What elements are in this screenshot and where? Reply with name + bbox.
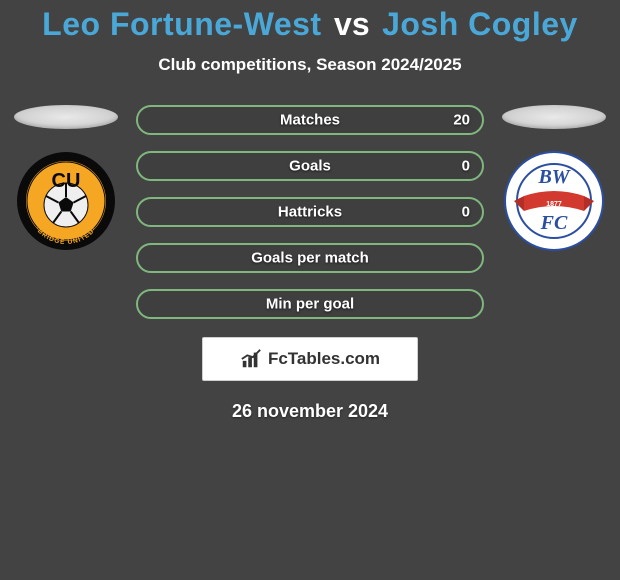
player2-avatar-placeholder	[502, 105, 606, 129]
brand-text: FcTables.com	[268, 349, 380, 369]
stat-bar: Min per goal	[136, 289, 484, 319]
cambridge-united-crest-icon: CU ·BRIDGE UNITED·	[16, 151, 116, 251]
subtitle: Club competitions, Season 2024/2025	[0, 55, 620, 75]
stat-label: Goals per match	[251, 250, 369, 267]
player2-club-crest: BW FC 1877	[504, 151, 604, 251]
player1-club-crest: CU ·BRIDGE UNITED·	[16, 151, 116, 251]
svg-text:CU: CU	[52, 170, 81, 192]
svg-text:BW: BW	[537, 166, 570, 188]
stat-bar: Goals per match	[136, 243, 484, 273]
stat-bars: Matches 20 Goals 0 Hattricks 0 Goals per match…	[136, 105, 484, 319]
bolton-wanderers-crest-icon: BW FC 1877	[504, 151, 604, 251]
main-layout: CU ·BRIDGE UNITED· Matches20Goals0Hattri…	[0, 105, 620, 319]
vs-label: vs	[334, 6, 370, 42]
stat-value-right: 0	[462, 158, 470, 175]
left-column: CU ·BRIDGE UNITED·	[14, 105, 118, 251]
stat-value-right: 0	[462, 204, 470, 221]
stat-label: Min per goal	[266, 296, 354, 313]
stat-label: Hattricks	[278, 204, 342, 221]
stat-bar: Matches 20	[136, 105, 484, 135]
stat-bar: Hattricks 0	[136, 197, 484, 227]
player1-name: Leo Fortune-West	[42, 6, 321, 42]
brand-box: FcTables.com	[202, 337, 418, 381]
comparison-title: Leo Fortune-West vs Josh Cogley	[0, 0, 620, 43]
stat-label: Matches	[280, 112, 340, 129]
svg-text:1877: 1877	[546, 201, 562, 208]
snapshot-date: 26 november 2024	[0, 401, 620, 422]
player2-name: Josh Cogley	[382, 6, 578, 42]
stat-bar: Goals 0	[136, 151, 484, 181]
right-column: BW FC 1877	[502, 105, 606, 251]
stat-value-right: 20	[453, 112, 470, 129]
player1-avatar-placeholder	[14, 105, 118, 129]
stat-label: Goals	[289, 158, 331, 175]
svg-text:FC: FC	[540, 212, 568, 234]
bar-chart-icon	[240, 348, 262, 370]
